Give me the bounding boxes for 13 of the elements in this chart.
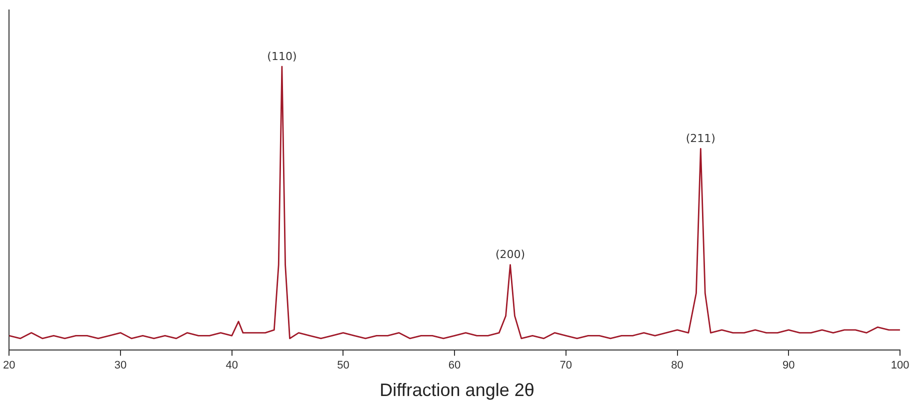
x-tick-label: 70 [560, 359, 572, 372]
x-tick-label: 100 [890, 359, 910, 372]
annotation: (200) [495, 248, 526, 262]
x-tick-label: 50 [337, 359, 350, 372]
x-tick-label: 60 [448, 359, 461, 372]
x-tick-label: 20 [2, 359, 16, 372]
x-tick-label: 40 [226, 359, 238, 372]
x-tick-label: 30 [114, 359, 127, 372]
x-tick-label: 90 [782, 359, 795, 372]
annotation: (211) [686, 132, 716, 146]
x-axis-title: Diffraction angle 2θ [378, 380, 536, 401]
annotation: (110) [267, 50, 297, 63]
x-tick-label: 80 [671, 359, 684, 372]
